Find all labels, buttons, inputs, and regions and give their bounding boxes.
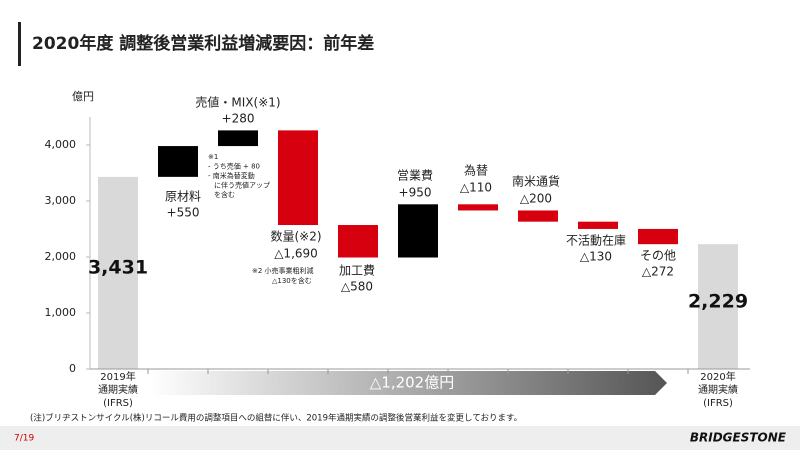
bar [698, 244, 738, 369]
category-label: 加工費 [339, 263, 375, 278]
x-tick-label: 2019年 [100, 370, 135, 383]
bar [638, 228, 678, 245]
y-tick-label: 2,000 [45, 250, 77, 263]
bar [398, 204, 438, 258]
y-tick-label: 3,000 [45, 194, 77, 207]
bar [338, 225, 378, 258]
bar [578, 221, 618, 229]
note: ※1 [208, 153, 218, 161]
y-axis-label: 億円 [72, 90, 94, 103]
category-label: 不活動在庫 [566, 234, 626, 248]
title-accent [18, 22, 21, 66]
value-label: △200 [520, 192, 552, 206]
value-label: +950 [399, 186, 432, 200]
category-label: 営業費 [397, 168, 433, 183]
category-label: 数量(※2) [270, 229, 321, 244]
value-label: +280 [222, 112, 255, 126]
y-tick-label: 4,000 [45, 138, 77, 151]
note: - 南米為替変動 [208, 171, 255, 180]
footer-bar [0, 426, 800, 450]
category-label: 為替 [464, 164, 488, 178]
bar [98, 176, 138, 369]
note: に伴う売値アップ [214, 181, 270, 190]
value-label: △1,690 [274, 247, 318, 261]
logo: BRIDGESTONE [690, 431, 787, 445]
value-label: △580 [341, 280, 373, 294]
plot: 01,0002,0003,0004,0003,4312019年通期実績(IFRS… [45, 95, 750, 409]
x-tick-label: (IFRS) [703, 398, 733, 409]
category-label: 売値・MIX(※1) [195, 95, 280, 110]
category-label: 原材料 [165, 190, 201, 204]
value-label: +550 [167, 206, 200, 220]
value-label: 2,229 [688, 291, 748, 313]
x-tick-label: 通期実績 [98, 383, 138, 396]
slide-title: 2020年度 調整後営業利益増減要因：前年差 [32, 33, 374, 54]
page-number: 7/19 [14, 434, 34, 444]
category-label: 南米通貨 [512, 174, 560, 189]
x-tick-label: (IFRS) [103, 398, 133, 409]
change-arrow [150, 371, 667, 395]
y-tick-label: 0 [69, 362, 76, 375]
note: △130を含む [272, 276, 312, 285]
value-label: △130 [580, 250, 612, 264]
note: - うち売価 + 80 [208, 162, 260, 171]
note: ※2 小売事業粗利減 [252, 266, 314, 275]
note: を含む [214, 190, 235, 199]
value-label: 3,431 [88, 257, 148, 279]
bar [458, 204, 498, 211]
bar [278, 130, 318, 226]
bar [218, 130, 258, 147]
bar [158, 146, 198, 177]
x-tick-label: 通期実績 [698, 383, 738, 396]
total-change-label: △1,202億円 [370, 374, 454, 392]
bar [518, 210, 558, 222]
footnote: (注)ブリヂストンサイクル(株)リコール費用の調整項目への組替に伴い、2019年… [30, 413, 522, 424]
y-tick-label: 1,000 [45, 306, 77, 319]
value-label: △110 [460, 181, 492, 195]
value-label: △272 [642, 265, 674, 279]
x-tick-label: 2020年 [700, 370, 735, 383]
category-label: その他 [640, 249, 676, 263]
